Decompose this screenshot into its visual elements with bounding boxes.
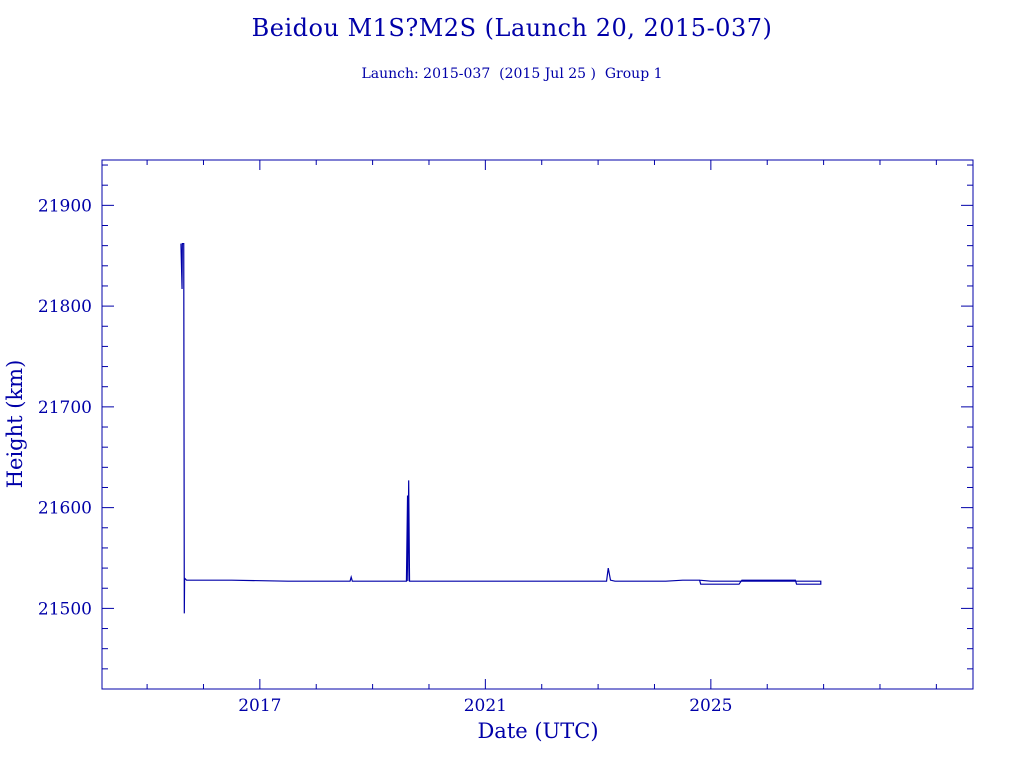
x-tick-label: 2021: [464, 696, 507, 716]
chart-title: Beidou M1S?M2S (Launch 20, 2015-037): [251, 14, 773, 42]
x-tick-label: 2017: [238, 696, 281, 716]
y-tick-label: 21800: [38, 297, 92, 317]
y-axis-label: Height (km): [3, 360, 27, 489]
y-tick-label: 21500: [38, 599, 92, 619]
chart-subtitle: Launch: 2015-037 (2015 Jul 25 ) Group 1: [361, 66, 663, 82]
axis-ticks: [102, 160, 973, 690]
height-series-line: [180, 243, 822, 614]
y-tick-label: 21700: [38, 398, 92, 418]
x-tick-label: 2025: [689, 696, 732, 716]
y-tick-label: 21600: [38, 499, 92, 519]
plot-frame: [101, 159, 974, 690]
x-axis-label: Date (UTC): [477, 719, 598, 743]
axis-tick-labels: 2017 2021 2025 21500 21600 21700 21800 21900: [38, 196, 733, 716]
y-tick-label: 21900: [38, 196, 92, 216]
